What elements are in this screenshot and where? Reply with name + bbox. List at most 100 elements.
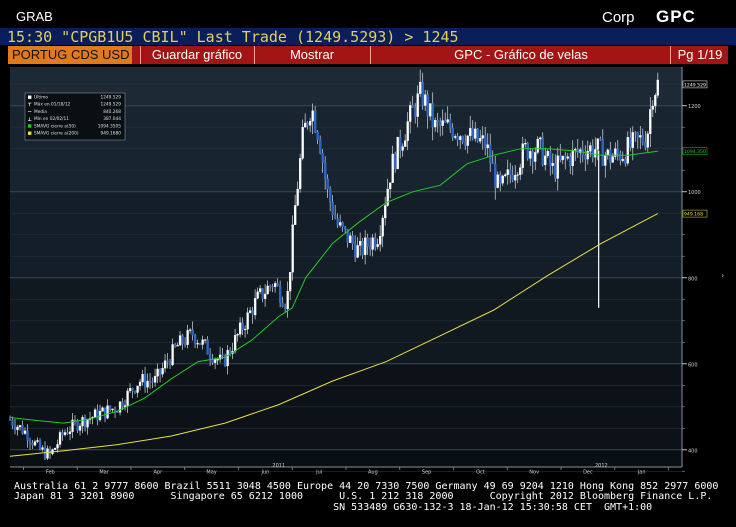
function-name: GRAB (16, 9, 53, 24)
chart-title: GPC - Gráfico de velas (370, 46, 671, 64)
candle-body (414, 107, 417, 117)
candle-body (366, 237, 369, 247)
candle-body (494, 163, 497, 188)
candle-body (138, 381, 142, 387)
candle-body (323, 162, 327, 179)
candle-body (476, 128, 479, 142)
candle-body (283, 306, 287, 310)
candle-body (601, 139, 604, 166)
candle-body (171, 344, 174, 366)
plot-band (10, 449, 682, 467)
candle-body (416, 93, 419, 117)
candle-body (536, 138, 539, 153)
show-button[interactable]: Mostrar (254, 46, 369, 64)
legend-label: Media (34, 109, 47, 115)
candle-body (321, 152, 324, 163)
candle-body (346, 228, 349, 243)
candle-body (151, 381, 154, 383)
x-tick-label: Nov (529, 470, 539, 476)
candle-body (631, 132, 634, 148)
candle-body (419, 81, 422, 94)
footer-contacts: Australia 61 2 9777 8600 Brazil 5511 304… (14, 481, 719, 513)
candle-body (506, 169, 509, 175)
candle-body (81, 417, 84, 427)
legend-min-icon (28, 117, 32, 121)
scroll-right-icon[interactable]: › (721, 271, 724, 280)
legend-value: 949.1680 (100, 131, 121, 137)
candle-body (569, 156, 572, 167)
candle-body (11, 419, 14, 426)
candle-body (589, 145, 592, 152)
page-indicator[interactable]: Pg 1/19 (670, 46, 729, 64)
candle-body (48, 448, 52, 454)
candle-body (551, 163, 554, 166)
candle-body (471, 128, 474, 139)
candle-body (248, 310, 252, 313)
candle-body (411, 105, 414, 108)
candle-body (459, 136, 462, 140)
candle-body (636, 132, 639, 138)
candle-body (466, 135, 469, 146)
x-tick-label: Apr (154, 470, 164, 476)
x-year-label: 2011 (272, 463, 285, 469)
footer-line: SN 533489 G630-132-3 18-Jan-12 15:30:58 … (14, 501, 653, 513)
chart-area[interactable]: 400 600 800 1000 1200 Feb Mar Apr May Jun Jul 2011 A… (8, 65, 728, 476)
candle-body (263, 293, 267, 299)
candle-body (426, 94, 429, 117)
legend-marker-icon (28, 131, 32, 135)
candle-body (384, 205, 387, 219)
candle-body (156, 368, 159, 377)
y-tick-label: 800 (688, 276, 698, 282)
candle-body (381, 217, 384, 237)
candle-body (206, 339, 209, 355)
candle-body (496, 174, 499, 188)
candle-body (649, 109, 652, 134)
candle-body (16, 426, 19, 431)
function-code[interactable]: GPC (656, 7, 696, 26)
candle-body (594, 149, 597, 158)
candle-body (586, 151, 589, 160)
candle-body (241, 322, 244, 330)
candle-body (68, 431, 72, 435)
candle-body (83, 417, 87, 428)
candle-body (213, 359, 217, 363)
candle-body (76, 421, 79, 431)
candle-body (626, 137, 629, 164)
candle-body (316, 131, 319, 140)
candle-body (93, 409, 97, 418)
legend-marker-icon (28, 95, 32, 99)
candle-body (504, 174, 507, 177)
legend-value: 1249.529 (100, 102, 121, 108)
candle-body (349, 235, 352, 243)
footer-line: Australia 61 2 9777 8600 Brazil 5511 304… (14, 481, 719, 492)
candle-body (591, 145, 594, 158)
candle-body (394, 153, 397, 170)
candle-body (606, 149, 609, 156)
legend-label: SMAVG cierre a(200) (34, 131, 79, 137)
candle-body (108, 405, 112, 411)
security-tab[interactable]: PORTUG CDS USD (8, 46, 132, 64)
save-chart-button[interactable]: Guardar gráfico (140, 46, 253, 64)
candle-body (651, 105, 654, 110)
x-year-label: 2012 (595, 463, 608, 469)
candle-body (71, 419, 74, 432)
candle-body (341, 222, 344, 227)
candle-body (313, 110, 317, 133)
candle-body (233, 335, 237, 352)
candle-body (464, 141, 467, 146)
y-tick-label: 1000 (688, 190, 701, 196)
candle-body (389, 182, 392, 190)
candle-body (176, 345, 179, 347)
candle-body (344, 226, 347, 230)
candlestick-chart[interactable]: 400 600 800 1000 1200 Feb Mar Apr May Jun Jul 2011 A… (8, 65, 728, 476)
candle-body (148, 380, 152, 382)
candle-body (191, 329, 194, 336)
x-tick-label: Aug (368, 470, 378, 476)
candle-body (544, 155, 547, 166)
candle-body (246, 312, 249, 330)
candle-body (223, 355, 227, 367)
candle-body (118, 401, 122, 413)
market-sector-label[interactable]: Corp (602, 9, 635, 26)
candle-body (469, 128, 472, 137)
candle-body (53, 447, 57, 450)
